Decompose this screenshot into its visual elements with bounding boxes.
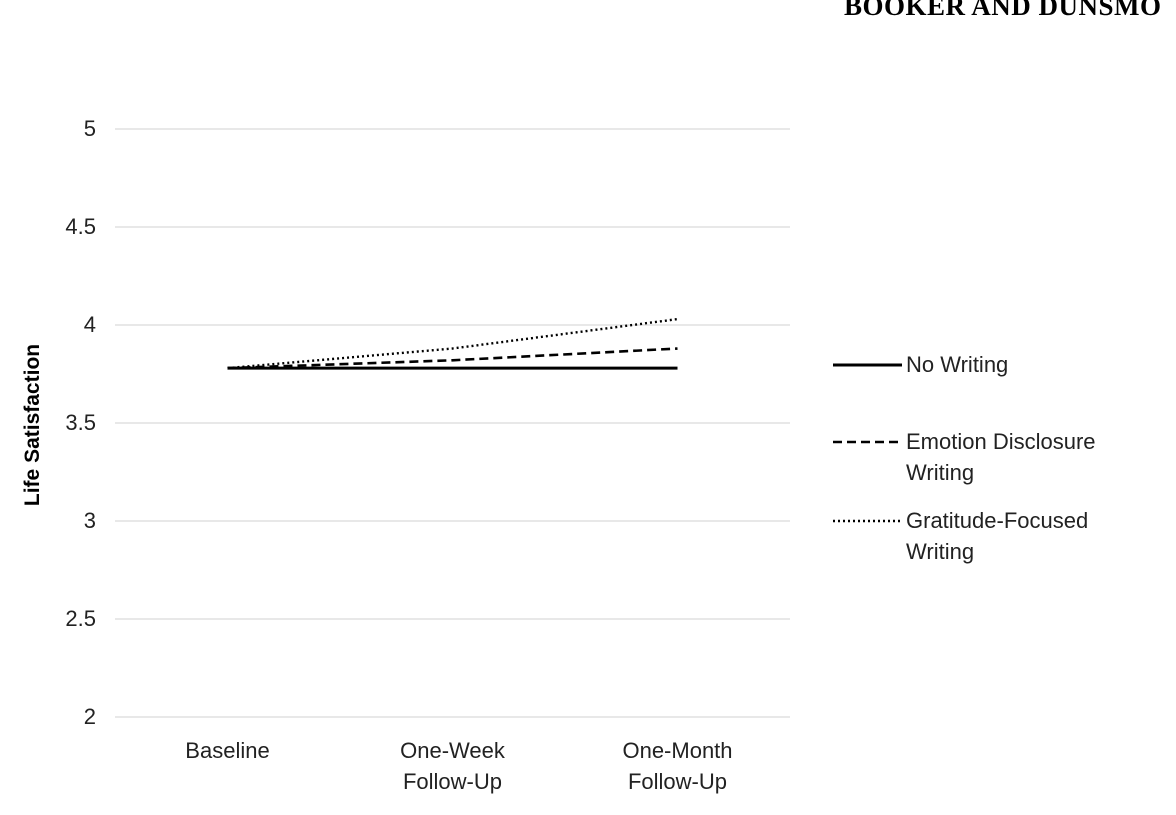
y-tick-label: 2.5 [65,606,96,631]
legend-label: No Writing [906,352,1009,377]
x-tick-label: Baseline [185,738,270,763]
y-tick-label: 4.5 [65,214,96,239]
series-line [227,317,678,370]
y-tick-label: 3 [83,508,96,533]
y-tick-label: 5 [83,116,96,141]
legend-label: Gratitude-Focused Writing [906,508,1089,564]
y-tick-label: 3.5 [65,410,96,435]
series-line [227,347,678,370]
x-tick-label: One-Month Follow-Up [622,738,733,794]
legend-label: Emotion Disclosure Writing [906,429,1096,485]
x-tick-label: One-Week Follow-Up [400,738,505,794]
y-tick-label: 4 [83,312,96,337]
running-head: BOOKER AND DUNSMO [844,0,1162,21]
y-tick-label: 2 [83,704,96,729]
